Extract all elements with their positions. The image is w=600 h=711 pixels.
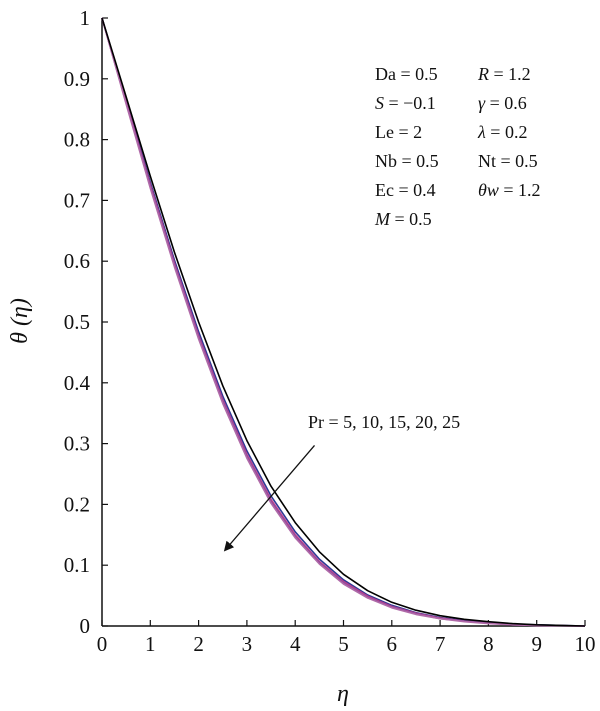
param-right-1: R = 1.2 xyxy=(477,64,531,84)
x-tick-label: 7 xyxy=(435,632,446,656)
param-right-3: λ = 0.2 xyxy=(477,122,527,142)
x-tick-label: 0 xyxy=(97,632,108,656)
y-axis-label: θ (η) xyxy=(7,298,33,344)
x-tick-label: 2 xyxy=(193,632,204,656)
annotation: Pr = 5, 10, 15, 20, 25 xyxy=(223,412,460,552)
x-tick-label: 1 xyxy=(145,632,156,656)
x-tick-label: 10 xyxy=(575,632,596,656)
y-tick-label: 0.7 xyxy=(64,188,90,212)
param-left-5: Ec = 0.4 xyxy=(375,180,436,200)
y-tick-label: 0 xyxy=(80,614,91,638)
parameter-list: Da = 0.5 S = −0.1 Le = 2 Nb = 0.5 Ec = 0.4 M … xyxy=(374,64,541,229)
y-tick-label: 0.2 xyxy=(64,492,90,516)
x-tick-label: 6 xyxy=(387,632,398,656)
y-tick-label: 1 xyxy=(80,6,91,30)
series-lines xyxy=(101,17,586,627)
param-left-1: Da = 0.5 xyxy=(375,64,438,84)
series-line-5 xyxy=(101,17,586,627)
y-tick-label: 0.5 xyxy=(64,310,90,334)
y-tick-label: 0.9 xyxy=(64,67,90,91)
y-tick-label: 0.4 xyxy=(64,371,91,395)
x-tick-label: 4 xyxy=(290,632,301,656)
param-right-2: γ = 0.6 xyxy=(478,93,527,113)
param-left-2: S = −0.1 xyxy=(375,93,436,113)
param-right-5: θw = 1.2 xyxy=(478,180,541,200)
y-tick-label: 0.3 xyxy=(64,432,90,456)
x-tick-label: 3 xyxy=(242,632,253,656)
annotation-label: Pr = 5, 10, 15, 20, 25 xyxy=(308,412,460,432)
y-tick-label: 0.1 xyxy=(64,553,90,577)
y-tick-label: 0.8 xyxy=(64,128,90,152)
x-tick-label: 8 xyxy=(483,632,494,656)
param-left-6: M = 0.5 xyxy=(374,209,432,229)
axes: 0 1 2 3 4 5 6 7 8 9 10 0 0.1 0.2 0.3 0.4 0.5 0.6 0.7 0.8 0.9… xyxy=(64,6,596,656)
x-tick-label: 5 xyxy=(338,632,349,656)
param-left-4: Nb = 0.5 xyxy=(375,151,439,171)
param-right-4: Nt = 0.5 xyxy=(478,151,538,171)
x-axis-label: η xyxy=(337,681,349,707)
x-tick-label: 9 xyxy=(531,632,542,656)
y-tick-label: 0.6 xyxy=(64,249,90,273)
param-left-3: Le = 2 xyxy=(375,122,422,142)
annotation-arrow xyxy=(223,445,316,552)
series-line-1 xyxy=(101,17,586,627)
